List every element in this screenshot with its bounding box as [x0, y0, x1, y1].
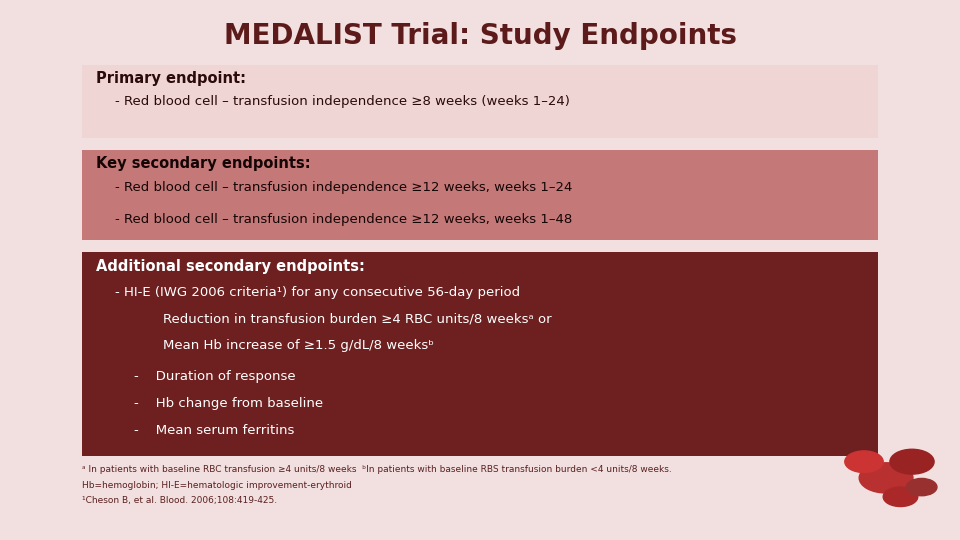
- Circle shape: [883, 487, 918, 507]
- Text: Reduction in transfusion burden ≥4 RBC units/8 weeksᵃ or: Reduction in transfusion burden ≥4 RBC u…: [163, 313, 552, 326]
- FancyBboxPatch shape: [82, 65, 878, 138]
- Text: - Red blood cell – transfusion independence ≥12 weeks, weeks 1–48: - Red blood cell – transfusion independe…: [115, 213, 572, 226]
- Text: Additional secondary endpoints:: Additional secondary endpoints:: [96, 259, 365, 274]
- Text: Primary endpoint:: Primary endpoint:: [96, 71, 246, 86]
- Text: ᵃ In patients with baseline RBC transfusion ≥4 units/8 weeks  ᵇIn patients with : ᵃ In patients with baseline RBC transfus…: [82, 465, 671, 475]
- Circle shape: [859, 463, 913, 493]
- Text: - Red blood cell – transfusion independence ≥8 weeks (weeks 1–24): - Red blood cell – transfusion independe…: [115, 94, 570, 107]
- Text: -    Mean serum ferritins: - Mean serum ferritins: [134, 424, 295, 437]
- Text: Key secondary endpoints:: Key secondary endpoints:: [96, 156, 311, 171]
- FancyBboxPatch shape: [82, 252, 878, 456]
- Text: Mean Hb increase of ≥1.5 g/dL/8 weeksᵇ: Mean Hb increase of ≥1.5 g/dL/8 weeksᵇ: [163, 339, 434, 352]
- Text: MEDALIST Trial: Study Endpoints: MEDALIST Trial: Study Endpoints: [224, 22, 736, 50]
- Text: ¹Cheson B, et al. Blood. 2006;108:419-425.: ¹Cheson B, et al. Blood. 2006;108:419-42…: [82, 496, 276, 505]
- Text: -    Hb change from baseline: - Hb change from baseline: [134, 397, 324, 410]
- Circle shape: [845, 451, 883, 472]
- Circle shape: [890, 449, 934, 474]
- Text: -    Duration of response: - Duration of response: [134, 370, 296, 383]
- Text: - HI-E (IWG 2006 criteria¹) for any consecutive 56-day period: - HI-E (IWG 2006 criteria¹) for any cons…: [115, 286, 520, 299]
- Circle shape: [906, 478, 937, 496]
- Text: Hb=hemoglobin; HI-E=hematologic improvement-erythroid: Hb=hemoglobin; HI-E=hematologic improvem…: [82, 481, 351, 490]
- FancyBboxPatch shape: [82, 150, 878, 240]
- Text: - Red blood cell – transfusion independence ≥12 weeks, weeks 1–24: - Red blood cell – transfusion independe…: [115, 181, 572, 194]
